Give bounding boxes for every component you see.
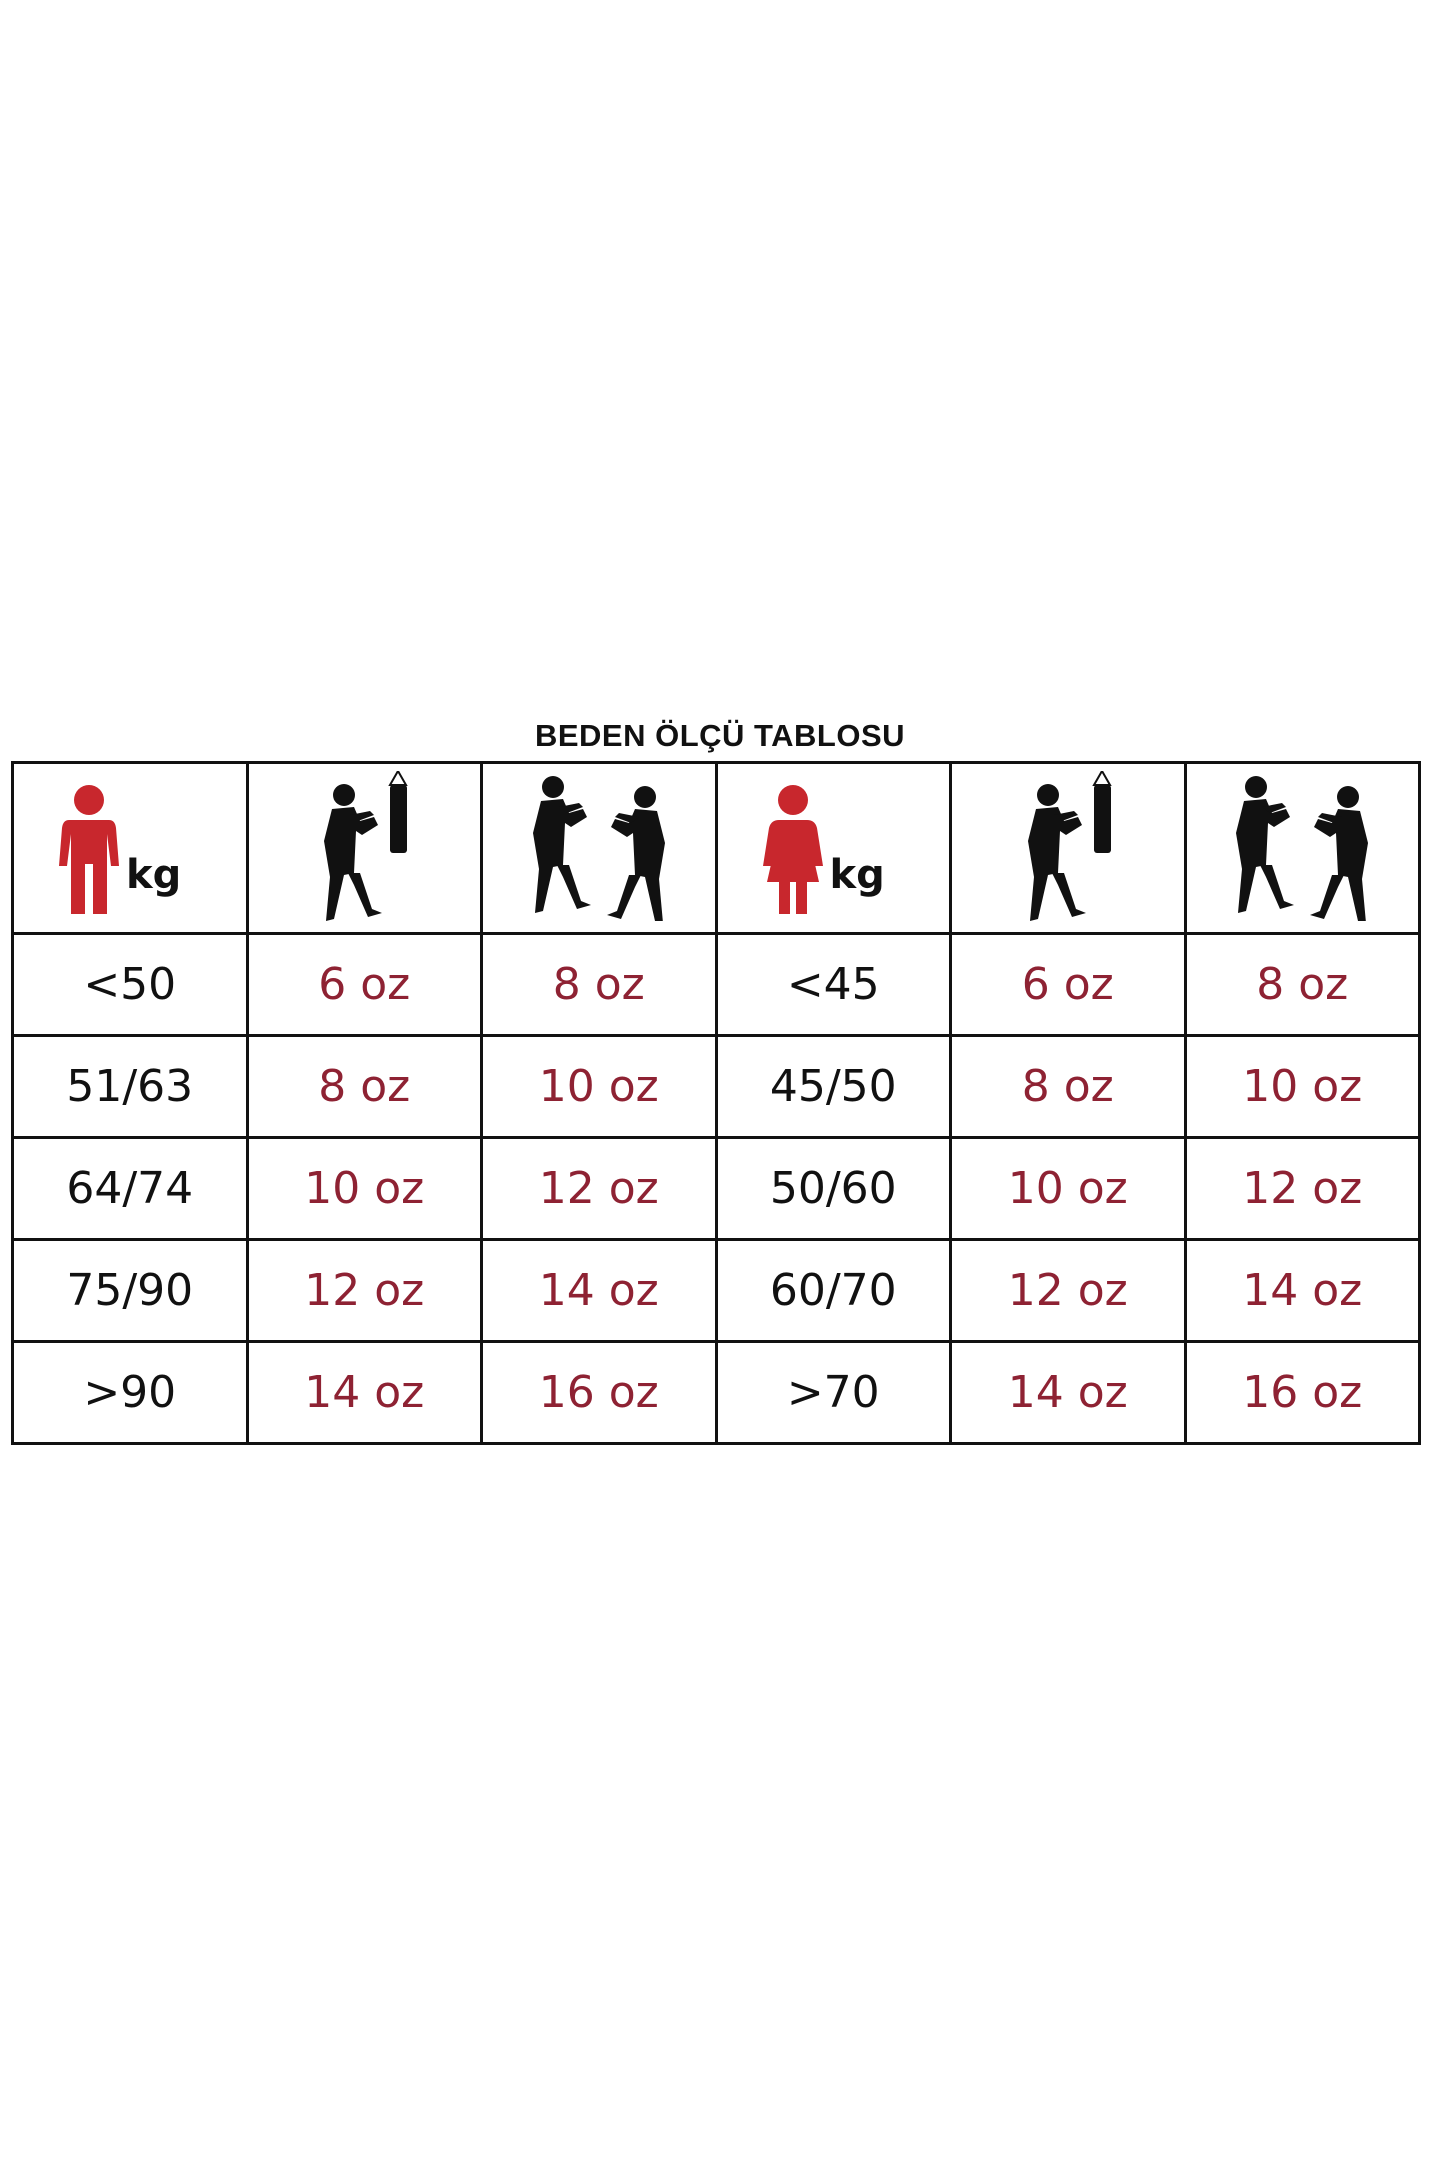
women-spar-cell: 10 oz [1183, 1034, 1421, 1139]
boxer-punching-bag-icon [324, 770, 409, 921]
women-spar-cell: 8 oz [1183, 932, 1421, 1037]
men-spar-cell: 10 oz [480, 1034, 718, 1139]
women-kg-cell: >70 [714, 1340, 952, 1445]
men-kg-cell: 75/90 [11, 1238, 249, 1343]
women-kg-cell: <45 [714, 932, 952, 1037]
table-row: 64/74 10 oz 12 oz 50/60 10 oz 12 oz [11, 1136, 1421, 1241]
men-kg-cell: 51/63 [11, 1034, 249, 1139]
women-bag-cell: 12 oz [949, 1238, 1187, 1343]
men-spar-cell: 8 oz [480, 932, 718, 1037]
boxers-sparring-icon [1236, 776, 1369, 923]
men-kg-cell: 64/74 [11, 1136, 249, 1241]
men-kg-cell: >90 [11, 1340, 249, 1445]
women-kg-cell: 50/60 [714, 1136, 952, 1241]
size-chart-table: kg kg [11, 761, 1421, 1445]
women-spar-cell: 14 oz [1183, 1238, 1421, 1343]
men-bag-cell: 10 oz [245, 1136, 483, 1241]
sparring-header [480, 761, 718, 935]
table-row: >90 14 oz 16 oz >70 14 oz 16 oz [11, 1340, 1421, 1445]
women-bag-cell: 10 oz [949, 1136, 1187, 1241]
women-kg-cell: 60/70 [714, 1238, 952, 1343]
kg-label: kg [126, 852, 182, 898]
men-bag-cell: 6 oz [245, 932, 483, 1037]
men-spar-cell: 12 oz [480, 1136, 718, 1241]
table-row: <50 6 oz 8 oz <45 6 oz 8 oz [11, 932, 1421, 1037]
sparring-header [1183, 761, 1421, 935]
female-figure-icon [762, 785, 823, 914]
header-row: kg kg [11, 761, 1421, 935]
men-bag-cell: 12 oz [245, 1238, 483, 1343]
men-weight-header: kg [11, 761, 249, 935]
men-kg-cell: <50 [11, 932, 249, 1037]
women-bag-cell: 14 oz [949, 1340, 1187, 1445]
male-figure-icon [59, 785, 119, 914]
men-spar-cell: 16 oz [480, 1340, 718, 1445]
women-bag-cell: 6 oz [949, 932, 1187, 1037]
women-kg-cell: 45/50 [714, 1034, 952, 1139]
table-row: 75/90 12 oz 14 oz 60/70 12 oz 14 oz [11, 1238, 1421, 1343]
men-bag-cell: 14 oz [245, 1340, 483, 1445]
men-spar-cell: 14 oz [480, 1238, 718, 1343]
women-weight-header: kg [714, 761, 952, 935]
women-spar-cell: 12 oz [1183, 1136, 1421, 1241]
women-bag-cell: 8 oz [949, 1034, 1187, 1139]
boxers-sparring-icon [532, 776, 665, 923]
page-title: BEDEN ÖLÇÜ TABLOSU [534, 718, 906, 753]
men-bag-cell: 8 oz [245, 1034, 483, 1139]
kg-label: kg [829, 852, 885, 898]
table-row: 51/63 8 oz 10 oz 45/50 8 oz 10 oz [11, 1034, 1421, 1139]
boxer-punching-bag-icon [1027, 770, 1112, 921]
punching-bag-header [949, 761, 1187, 935]
punching-bag-header [245, 761, 483, 935]
women-spar-cell: 16 oz [1183, 1340, 1421, 1445]
